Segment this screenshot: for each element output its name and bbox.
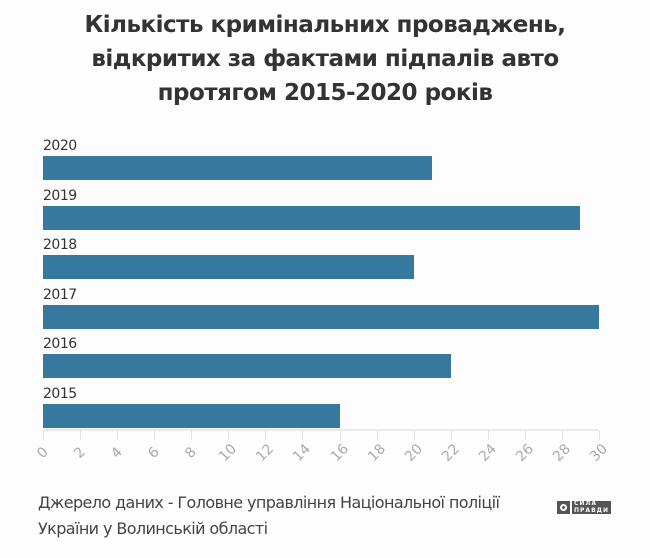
x-tick	[413, 431, 415, 440]
x-tick	[80, 431, 82, 440]
x-tick	[561, 431, 563, 440]
x-tick-label: 2	[71, 444, 89, 462]
logo-ring-icon	[557, 501, 570, 514]
title-line-2: відкритих за фактами підпалів авто	[91, 46, 559, 72]
bar-label-2019: 2019	[43, 187, 77, 204]
bar-2018	[43, 255, 414, 280]
x-tick	[339, 431, 341, 440]
x-tick	[43, 431, 44, 440]
title-line-1: Кількість кримінальних проваджень,	[84, 12, 566, 38]
x-tick	[599, 431, 600, 440]
bar-2020	[43, 156, 433, 180]
title-line-3: протягом 2015-2020 років	[157, 80, 493, 106]
x-tick-label: 16	[327, 441, 352, 465]
x-tick	[228, 431, 230, 440]
bar-label-2020: 2020	[43, 138, 77, 154]
x-tick-label: 12	[253, 441, 278, 465]
source-line-1: Джерело даних - Головне управління Націо…	[38, 493, 500, 512]
x-tick	[191, 431, 193, 440]
x-axis-line	[43, 429, 599, 431]
x-tick-label: 28	[549, 441, 574, 465]
x-tick-label: 18	[364, 441, 389, 465]
bar-label-2018: 2018	[43, 237, 77, 254]
x-tick-label: 24	[475, 441, 500, 465]
x-tick	[302, 431, 304, 440]
bar-label-2017: 2017	[43, 286, 77, 303]
x-tick	[376, 431, 378, 440]
x-tick	[524, 431, 526, 440]
x-tick-label: 0	[34, 444, 52, 462]
source-note: Джерело даних - Головне управління Націо…	[38, 490, 500, 542]
x-tick-label: 6	[145, 444, 163, 462]
bar-2017	[43, 304, 599, 329]
bar-label-2015: 2015	[43, 386, 77, 402]
x-tick	[154, 431, 156, 440]
x-tick-label: 10	[216, 441, 241, 465]
sila-pravdy-logo: СИЛА ПРАВДИ	[557, 500, 612, 514]
x-tick	[487, 431, 489, 440]
x-tick	[117, 431, 119, 440]
chart-title: Кількість кримінальних проваджень, відкр…	[0, 8, 650, 110]
bar-2019	[43, 205, 581, 230]
source-line-2: України у Волинській області	[38, 519, 268, 538]
bar-label-2016: 2016	[43, 336, 77, 353]
x-tick-label: 30	[587, 441, 611, 465]
bar-2016	[43, 354, 451, 379]
x-tick-label: 20	[401, 441, 426, 465]
x-tick-label: 14	[290, 441, 315, 465]
bar-2015	[43, 404, 340, 428]
x-tick-label: 22	[438, 441, 463, 465]
x-tick	[265, 431, 267, 440]
x-tick-label: 4	[108, 444, 126, 462]
x-tick	[450, 431, 452, 440]
logo-text: СИЛА ПРАВДИ	[572, 500, 612, 514]
x-tick-label: 8	[182, 444, 201, 462]
x-tick-label: 26	[512, 441, 537, 465]
